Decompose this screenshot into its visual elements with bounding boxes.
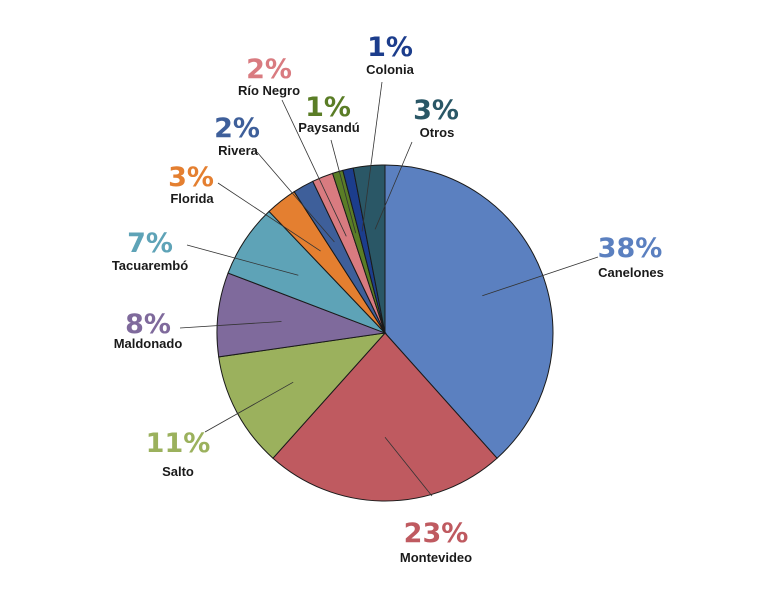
data-label-percent-otros: 3% [413, 95, 459, 126]
category-label-montevideo: Montevideo [400, 550, 472, 565]
category-label-otros: Otros [420, 125, 455, 140]
data-label-percent-salto: 11% [146, 428, 211, 459]
leader-line-canelones [482, 256, 599, 297]
data-label-percent-canelones: 38% [598, 233, 663, 264]
leader-line-otros [374, 141, 413, 230]
data-label-percent-montevideo: 23% [404, 518, 469, 549]
category-label-colonia: Colonia [366, 62, 414, 77]
pie-slices [216, 164, 554, 502]
slice-labels: 38%Canelones 23%Montevideo 11% Salto 8%Maldo… [112, 32, 664, 565]
data-label-percent-rio-negro: 2% [246, 54, 292, 85]
leader-line-rio-negro [281, 99, 347, 237]
data-label-percent-maldonado: 8% [125, 309, 171, 340]
pie-slice-canelones [384, 164, 554, 459]
label-leader-lines [179, 81, 599, 497]
leader-line-paysandu [330, 139, 357, 234]
leader-line-tacuarembo [186, 244, 299, 276]
pie-slice-otros [352, 164, 386, 334]
leader-line-florida [217, 182, 321, 252]
data-label-percent-colonia: 1% [367, 32, 413, 63]
leader-line-salto [204, 381, 294, 433]
leader-line-montevideo [384, 436, 433, 497]
pie-slice-salto [218, 332, 387, 459]
leader-line-rivera [256, 151, 335, 243]
pie-slice-montevideo [272, 332, 498, 502]
data-label-percent-tacuarembo: 7% [127, 228, 173, 259]
leader-line-maldonado [179, 321, 282, 329]
category-label-rio-negro: Río Negro [238, 83, 300, 98]
data-label-percent-rivera: 2% [214, 113, 260, 144]
category-label-rivera: Rivera [218, 143, 259, 158]
category-label-salto: Salto [162, 464, 194, 479]
category-label-maldonado: Maldonado [114, 336, 183, 351]
category-label-florida: Florida [170, 191, 214, 206]
leader-line-colonia [361, 81, 383, 232]
data-label-percent-paysandu: 1% [305, 92, 351, 123]
category-label-paysandu: Paysandú [298, 120, 359, 135]
category-label-canelones: Canelones [598, 265, 664, 280]
data-label-percent-florida: 3% [168, 162, 214, 193]
category-label-tacuarembo: Tacuarembó [112, 258, 188, 273]
